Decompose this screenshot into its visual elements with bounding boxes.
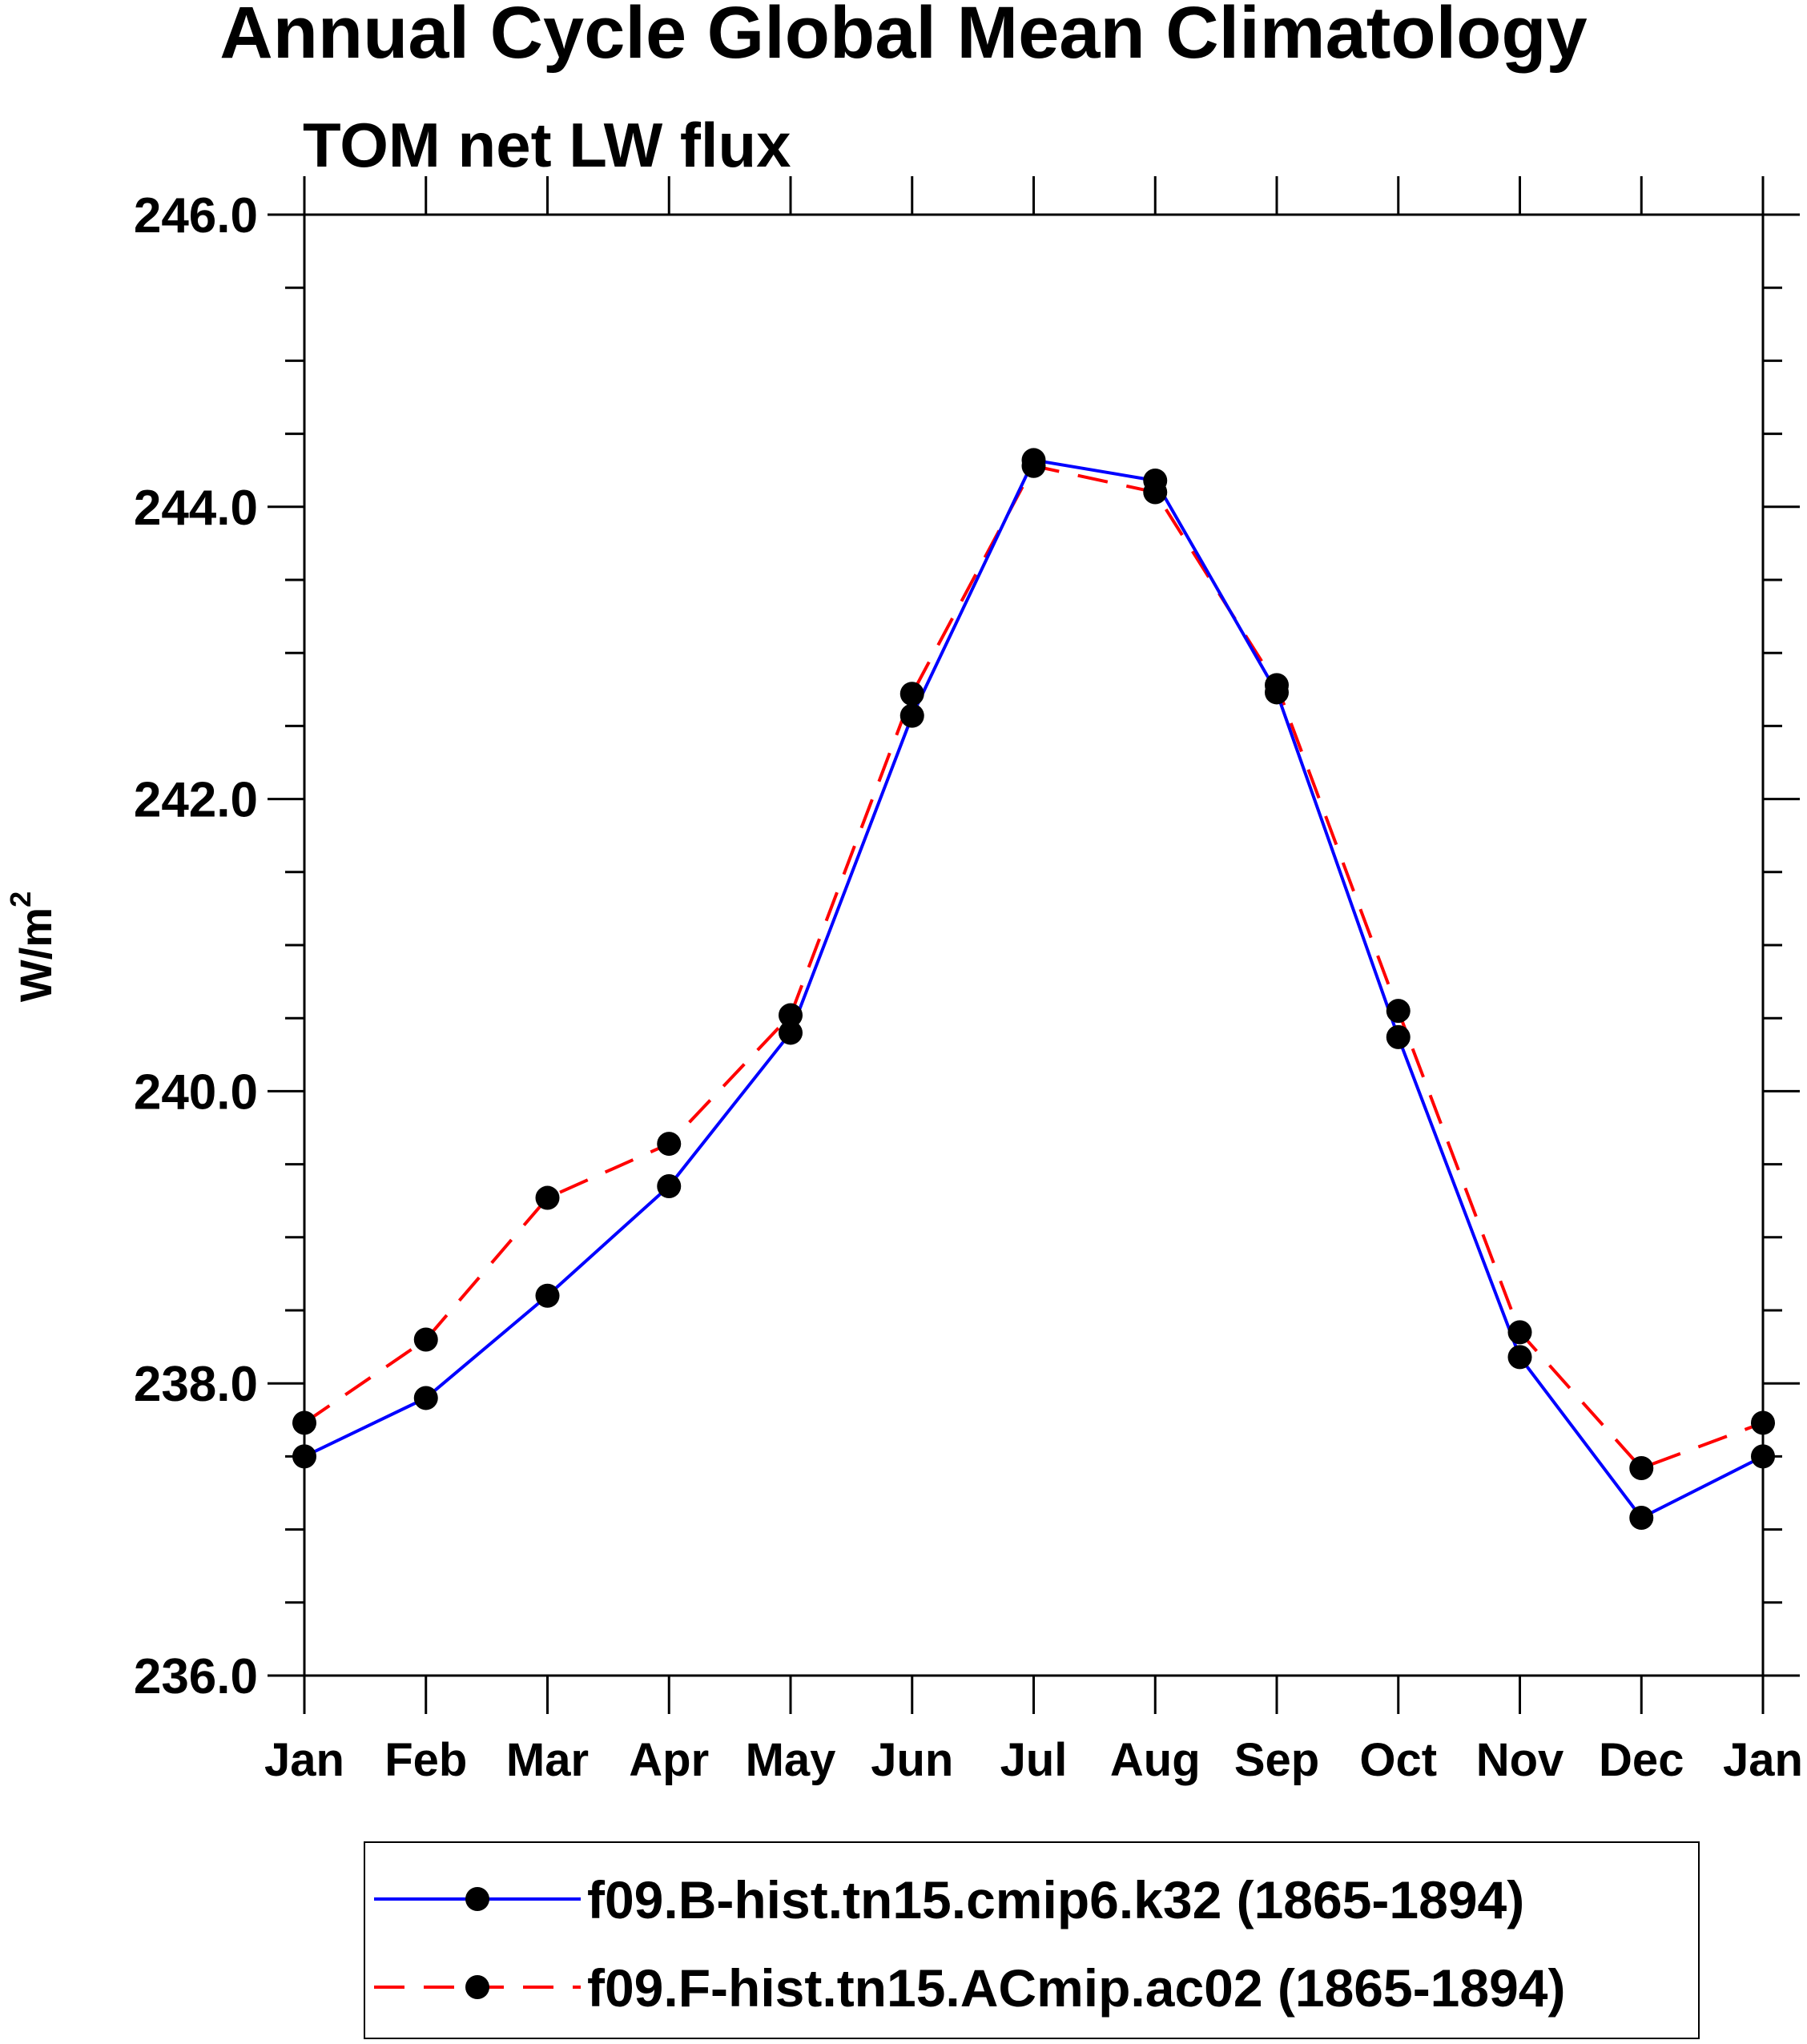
series-1-point [1629,1506,1654,1531]
series-2-point [535,1185,560,1210]
y-tick-label: 236.0 [134,1649,258,1704]
series-1-line [304,458,1764,1520]
series-1-point [1507,1345,1532,1370]
series-2-point [1386,999,1411,1024]
series-1-point [657,1173,682,1198]
series-1-point [292,1444,316,1469]
series-2-point [1265,673,1289,698]
x-tick-label: Feb [384,1734,467,1786]
y-tick-label: 242.0 [134,773,258,828]
series-2-point [413,1327,438,1352]
x-tick-label: Dec [1599,1734,1684,1786]
legend: f09.B-hist.tn15.cmip6.k32 (1865-1894) f0… [364,1841,1700,2039]
series-1-point [1751,1444,1775,1469]
series-1-point [899,703,924,728]
series-2-point [1507,1320,1532,1345]
x-tick-label: Sep [1234,1734,1319,1786]
series-2-point [1629,1455,1654,1480]
x-tick-label: Jun [871,1734,953,1786]
series-1-point [1386,1024,1411,1049]
x-tick-label: Jan [1723,1734,1803,1786]
series-1-point [779,1020,803,1045]
y-tick-label: 244.0 [134,481,258,536]
chart-subtitle: TOM net LW flux [303,110,791,180]
y-axis-label-sup: 2 [4,891,37,907]
y-tick-label: 246.0 [134,188,258,243]
plot-area: 236.0 238.0 240.0 242.0 244.0 246.0 Jan Feb Mar A… [134,176,1803,1786]
series-2-point [1021,453,1046,478]
legend-label-series-1: f09.B-hist.tn15.cmip6.k32 (1865-1894) [587,1870,1524,1929]
x-tick-label: Nov [1476,1734,1564,1786]
series-2-point [657,1132,682,1157]
legend-label-series-2: f09.F-hist.tn15.ACmip.ac02 (1865-1894) [587,1958,1565,2018]
series-2-point [1751,1410,1775,1435]
y-axis-label: W/m2 [4,891,61,1002]
legend-box [364,1841,1700,2039]
x-tick-label: Jan [264,1734,344,1786]
x-tick-label: Jul [1000,1734,1068,1786]
y-tick-label: 240.0 [134,1064,258,1120]
x-tick-label: Apr [629,1734,709,1786]
x-tick-label: May [746,1734,836,1786]
series-1-point [535,1283,560,1308]
series-2-point [899,682,924,706]
series-1-point [413,1386,438,1410]
x-tick-label: Mar [506,1734,589,1786]
y-axis-label-base: W/m [10,907,61,1002]
series-2-point [1143,480,1168,505]
plot-frame [303,213,1765,1677]
legend-marker-series-1 [465,1887,489,1911]
x-tick-label: Aug [1110,1734,1201,1786]
x-tick-label: Oct [1359,1734,1437,1786]
legend-marker-series-2 [465,1975,489,1999]
series-2-point [779,1003,803,1028]
series-2-point [292,1410,316,1435]
y-tick-label: 238.0 [134,1357,258,1412]
chart-title: Annual Cycle Global Mean Climatology [219,0,1587,74]
